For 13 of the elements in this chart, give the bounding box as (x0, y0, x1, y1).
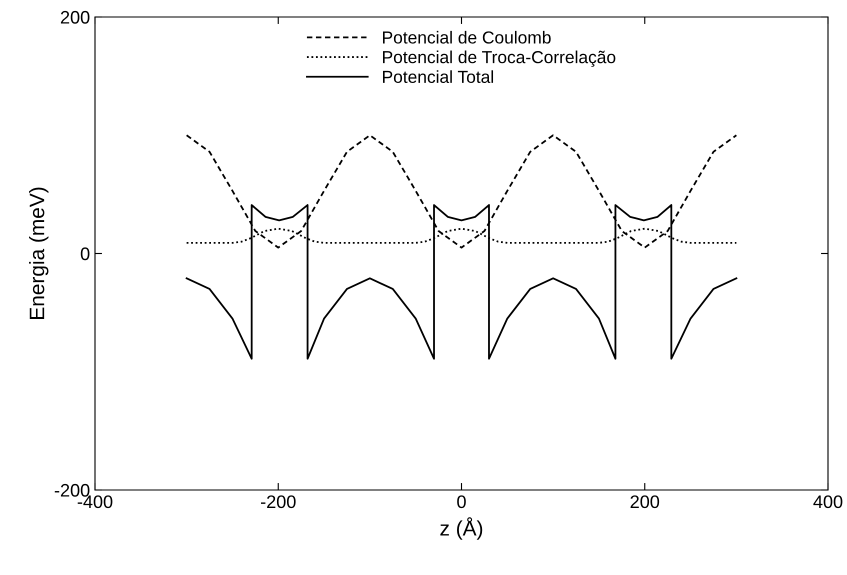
x-tick-label: -400 (78, 495, 112, 508)
legend-label: Potencial de Coulomb (383, 30, 551, 44)
x-axis-title: z (Å) (440, 517, 482, 540)
y-tick-label: 0 (80, 247, 90, 260)
x-tick-label: 200 (630, 495, 660, 508)
x-tick-label: -200 (260, 495, 296, 508)
legend-label: Potencial Total (383, 70, 494, 84)
y-axis-title: Energia (meV) (29, 188, 48, 319)
y-tick-label: 200 (60, 10, 90, 24)
legend-label: Potencial de Troca-Correlação (383, 50, 616, 67)
x-tick-label: 0 (457, 495, 466, 508)
x-tick-label: 400 (813, 495, 842, 508)
y-tick-label: -200 (54, 484, 90, 497)
